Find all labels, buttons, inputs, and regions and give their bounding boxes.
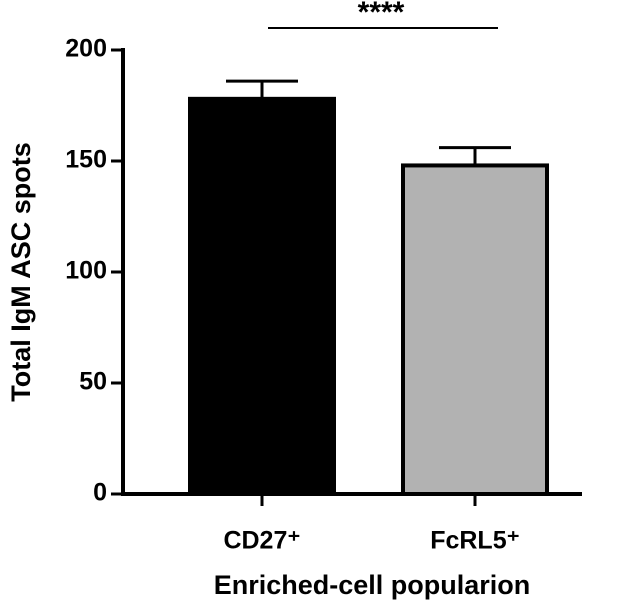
bar [188, 96, 336, 496]
x-tick-label: CD27⁺ [223, 527, 300, 555]
y-tick-label: 0 [93, 479, 107, 507]
y-tick-label: 100 [65, 257, 107, 285]
x-tick-label: FcRL5⁺ [430, 527, 520, 555]
x-axis-label: Enriched-cell popularion [214, 570, 531, 600]
bar [401, 163, 549, 496]
y-tick-label: 200 [65, 35, 107, 63]
y-tick-label: 50 [79, 368, 107, 396]
y-tick-label: 150 [65, 146, 107, 174]
significance-annotation: **** [358, 0, 405, 29]
y-axis-label: Total IgM ASC spots [6, 142, 36, 402]
